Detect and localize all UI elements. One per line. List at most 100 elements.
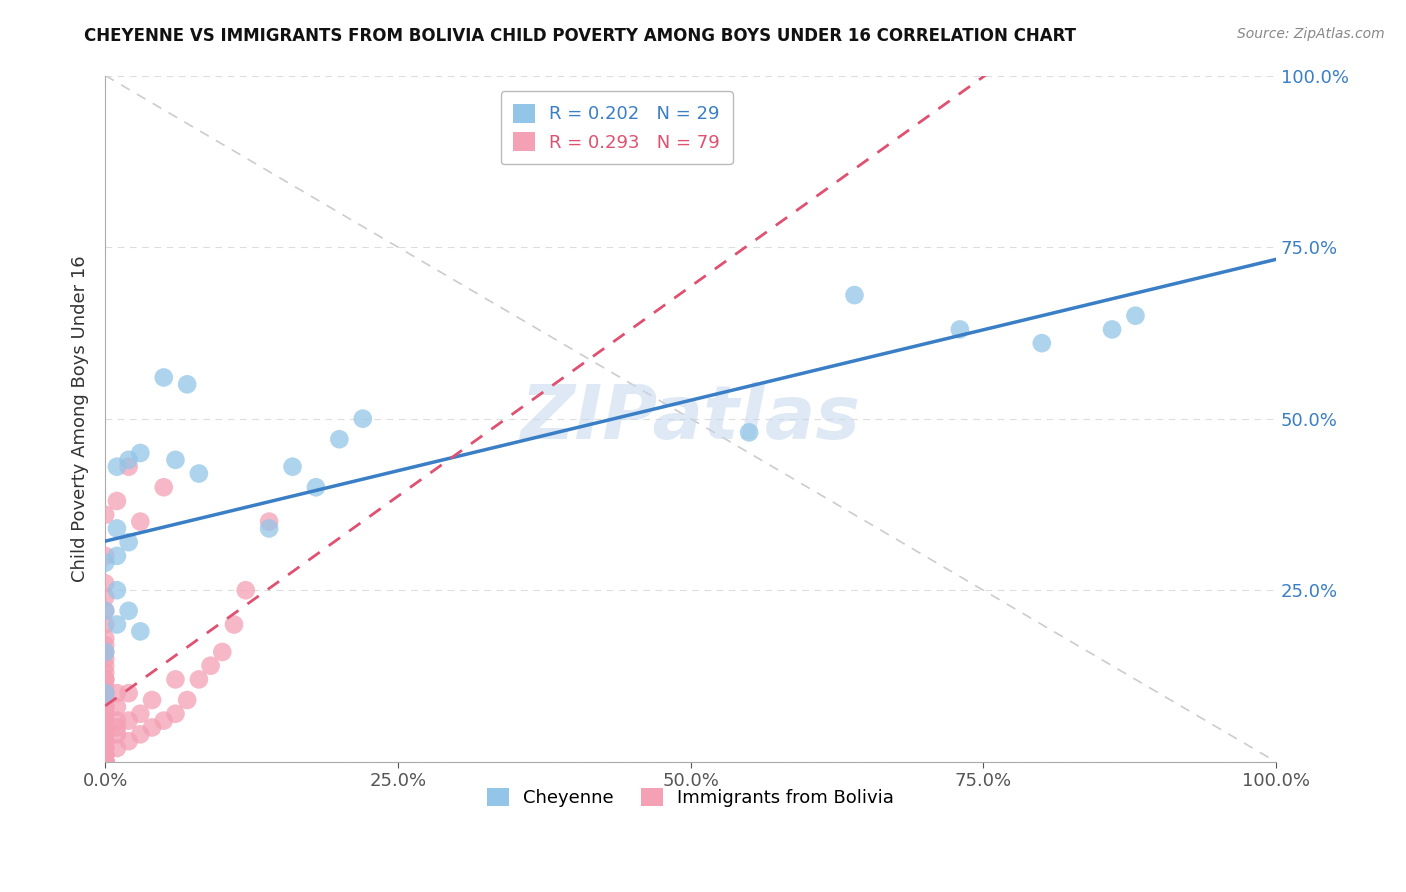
Point: [94, 617, 117, 632]
Point: [94, 638, 117, 652]
Point: [94, 590, 117, 604]
Point: [94, 706, 117, 721]
Point: [129, 706, 152, 721]
Text: Source: ZipAtlas.com: Source: ZipAtlas.com: [1237, 27, 1385, 41]
Point: [94, 755, 117, 769]
Point: [94, 508, 117, 522]
Point: [129, 624, 152, 639]
Point: [105, 721, 128, 735]
Point: [94, 645, 117, 659]
Point: [105, 699, 128, 714]
Point: [94, 721, 117, 735]
Point: [94, 755, 117, 769]
Point: [105, 686, 128, 700]
Point: [281, 459, 304, 474]
Point: [94, 632, 117, 646]
Point: [94, 727, 117, 741]
Point: [94, 727, 117, 741]
Point: [176, 377, 198, 392]
Point: [105, 727, 128, 741]
Point: [94, 604, 117, 618]
Point: [94, 556, 117, 570]
Point: [94, 693, 117, 707]
Y-axis label: Child Poverty Among Boys Under 16: Child Poverty Among Boys Under 16: [72, 255, 89, 582]
Point: [187, 673, 209, 687]
Point: [94, 747, 117, 762]
Point: [94, 673, 117, 687]
Point: [105, 549, 128, 563]
Point: [94, 721, 117, 735]
Point: [1125, 309, 1147, 323]
Point: [94, 755, 117, 769]
Point: [105, 741, 128, 756]
Text: CHEYENNE VS IMMIGRANTS FROM BOLIVIA CHILD POVERTY AMONG BOYS UNDER 16 CORRELATIO: CHEYENNE VS IMMIGRANTS FROM BOLIVIA CHIL…: [84, 27, 1077, 45]
Point: [105, 459, 128, 474]
Point: [305, 480, 328, 494]
Point: [117, 714, 139, 728]
Point: [176, 693, 198, 707]
Point: [94, 755, 117, 769]
Point: [94, 699, 117, 714]
Point: [94, 755, 117, 769]
Point: [165, 706, 187, 721]
Point: [187, 467, 209, 481]
Point: [94, 747, 117, 762]
Point: [105, 494, 128, 508]
Point: [94, 706, 117, 721]
Point: [1031, 336, 1053, 351]
Point: [94, 714, 117, 728]
Point: [165, 452, 187, 467]
Point: [222, 617, 245, 632]
Point: [211, 645, 233, 659]
Point: [94, 755, 117, 769]
Point: [105, 521, 128, 535]
Point: [94, 679, 117, 693]
Point: [94, 755, 117, 769]
Point: [117, 459, 139, 474]
Point: [94, 734, 117, 748]
Point: [117, 734, 139, 748]
Point: [129, 515, 152, 529]
Point: [117, 604, 139, 618]
Point: [152, 714, 174, 728]
Point: [94, 714, 117, 728]
Point: [141, 693, 163, 707]
Point: [129, 446, 152, 460]
Point: [152, 480, 174, 494]
Point: [94, 576, 117, 591]
Point: [328, 432, 350, 446]
Point: [105, 617, 128, 632]
Point: [94, 755, 117, 769]
Point: [105, 583, 128, 598]
Point: [94, 741, 117, 756]
Point: [94, 755, 117, 769]
Point: [117, 686, 139, 700]
Point: [200, 658, 222, 673]
Point: [738, 425, 761, 440]
Point: [94, 755, 117, 769]
Point: [165, 673, 187, 687]
Point: [117, 452, 139, 467]
Point: [94, 699, 117, 714]
Point: [94, 747, 117, 762]
Point: [129, 727, 152, 741]
Point: [949, 322, 972, 336]
Point: [94, 755, 117, 769]
Point: [94, 549, 117, 563]
Point: [235, 583, 257, 598]
Legend: Cheyenne, Immigrants from Bolivia: Cheyenne, Immigrants from Bolivia: [479, 780, 901, 814]
Point: [1101, 322, 1123, 336]
Point: [94, 686, 117, 700]
Point: [94, 755, 117, 769]
Point: [257, 515, 280, 529]
Point: [94, 693, 117, 707]
Point: [94, 645, 117, 659]
Point: [94, 686, 117, 700]
Point: [257, 521, 280, 535]
Point: [844, 288, 866, 302]
Point: [94, 673, 117, 687]
Point: [94, 665, 117, 680]
Point: [117, 535, 139, 549]
Point: [94, 686, 117, 700]
Point: [94, 741, 117, 756]
